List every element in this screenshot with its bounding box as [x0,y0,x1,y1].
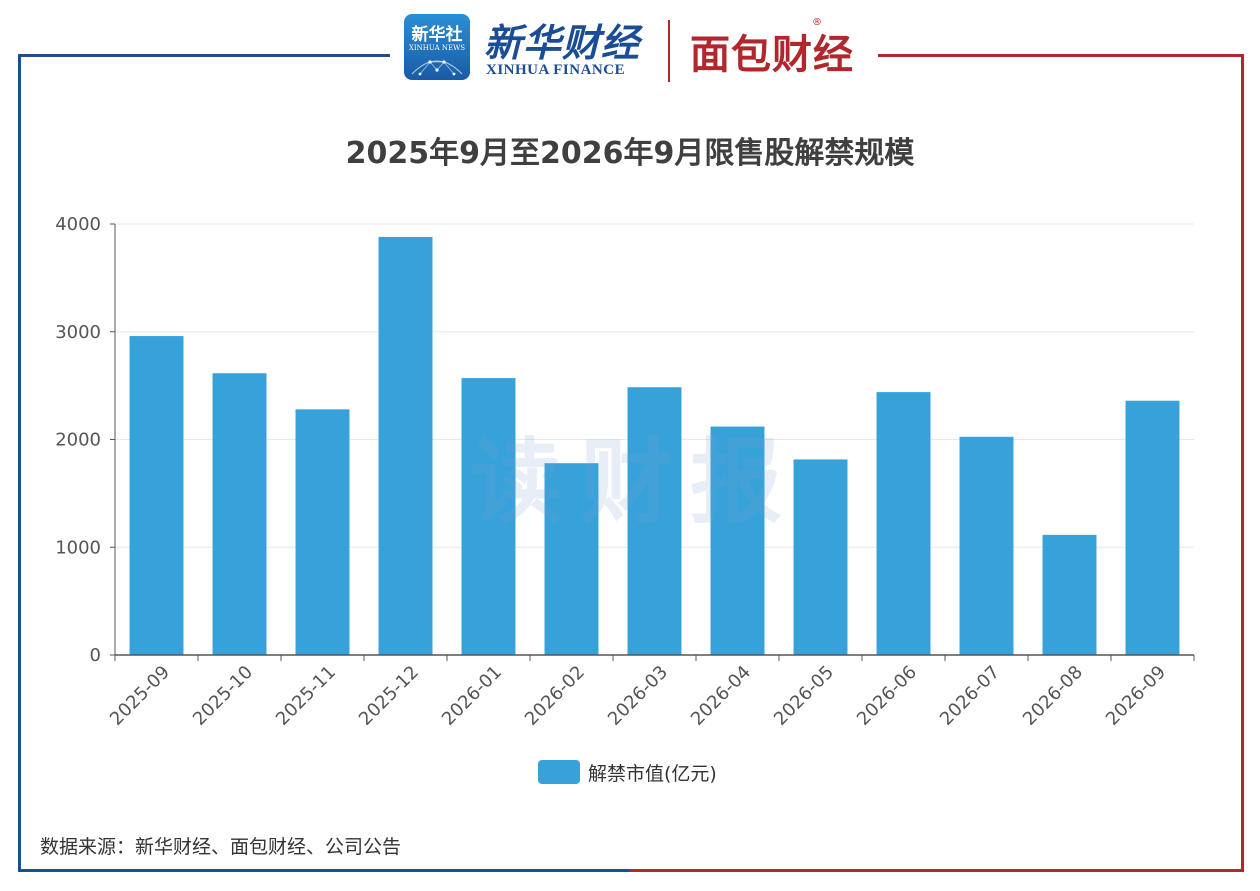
x-tick-label: 2025-11 [272,662,340,730]
frame-bottom-left-line [18,869,630,872]
bar-2026-02[interactable] [544,463,599,655]
chart-title: 2025年9月至2026年9月限售股解禁规模 [345,136,915,171]
x-tick-label: 2026-07 [936,662,1004,730]
y-tick-label: 2000 [55,430,101,451]
y-tick-label: 1000 [55,537,101,558]
x-tick-label: 2026-08 [1019,662,1087,730]
xinhua-logo-cn-text: 新华社 [411,25,463,45]
source-note: 数据来源：新华财经、面包财经、公司公告 [40,836,402,858]
bar-2026-06[interactable] [876,392,931,655]
frame-top-left-line [18,54,390,57]
xinhua-news-logo: 新华社 XINHUA NEWS [404,14,470,80]
xinhua-logo-en-text: XINHUA NEWS [408,44,466,52]
mianbao-finance-logo: 面包财经 [690,32,854,78]
bar-2026-01[interactable] [461,378,516,655]
x-tick-label: 2025-12 [355,662,423,730]
x-tick-label: 2026-09 [1102,662,1170,730]
x-tick-label: 2026-02 [521,662,589,730]
legend-swatch [538,760,580,784]
frame-bottom-right-line [630,869,1244,872]
y-tick-label: 3000 [55,322,101,343]
x-tick-label: 2026-03 [604,662,672,730]
registered-mark: ® [812,17,822,28]
xinhua-finance-logo-en: XINHUA FINANCE [486,62,626,78]
y-tick-label: 0 [90,645,101,666]
axes [114,224,1195,661]
bar-2025-10[interactable] [212,373,267,655]
y-tick-label: 4000 [55,214,101,235]
bar-2025-12[interactable] [378,236,433,655]
x-tick-label: 2026-06 [853,662,921,730]
bar-2026-08[interactable] [1042,534,1097,655]
x-tick-label: 2025-10 [189,662,257,730]
brand-divider [668,20,670,82]
frame-right-line [1241,54,1244,872]
bar-2026-07[interactable] [959,436,1014,655]
network-globe-icon [411,60,463,76]
y-tick-labels: 0 1000 2000 3000 4000 [55,214,101,666]
bar-2025-11[interactable] [295,409,350,655]
xinhua-finance-logo: 新华财经 XINHUA FINANCE [484,12,654,84]
legend-label: 解禁市值(亿元) [588,762,717,785]
bar-2025-09[interactable] [129,336,184,655]
xinhua-finance-logo-cn: 新华财经 [484,20,641,65]
chart-legend[interactable]: 解禁市值(亿元) [538,758,717,786]
bar-2026-04[interactable] [710,426,765,655]
x-tick-label: 2026-04 [687,662,755,730]
x-tick-label: 2026-05 [770,662,838,730]
x-tick-labels: 2025-09 2025-10 2025-11 2025-12 2026-01 2026-… [106,662,1170,730]
frame-top-right-line [878,54,1244,57]
x-tick-label: 2025-09 [106,662,174,730]
x-tick-label: 2026-01 [438,662,506,730]
header-logos: 新华社 XINHUA NEWS 新华财经 XINHUA FINANCE 面包财经… [400,12,870,88]
frame-left-line [18,54,21,872]
bar-2026-03[interactable] [627,387,682,655]
bars [129,236,1180,655]
bar-2026-09[interactable] [1125,400,1180,655]
bar-2026-05[interactable] [793,459,848,655]
